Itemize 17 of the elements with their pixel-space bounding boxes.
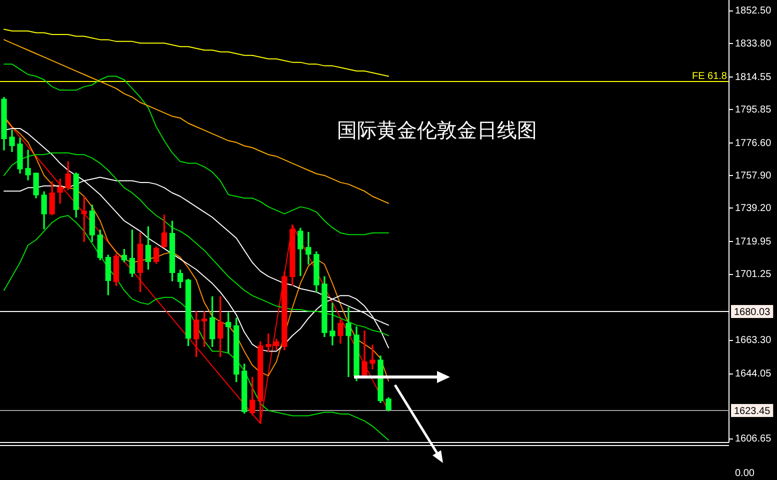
annotation: FE 61.8 — [692, 70, 728, 82]
y-tick-label: 1644.05 — [735, 368, 772, 380]
ref-line-label: 1680.03 — [734, 306, 771, 318]
y-tick-label: 1701.25 — [735, 269, 772, 280]
ref-line-label: 1623.45 — [734, 406, 771, 417]
text: 国际黄金伦敦金日线图 — [337, 118, 537, 142]
y-tick-label: 1795.85 — [735, 104, 772, 116]
y-tick-label: 1852.50 — [735, 6, 772, 17]
y-tick-label: 1606.65 — [735, 434, 772, 445]
y-tick-label: 1663.30 — [735, 335, 772, 346]
y-tick-label: 1814.55 — [735, 72, 772, 83]
y-tick-label: 1757.90 — [735, 170, 772, 182]
y-tick-label: 1776.60 — [735, 138, 772, 149]
text: 0.00 — [735, 468, 754, 480]
y-tick-label: 1739.20 — [735, 202, 772, 214]
y-tick-label: 1719.95 — [735, 236, 772, 248]
y-tick-label: 1833.80 — [735, 38, 772, 50]
